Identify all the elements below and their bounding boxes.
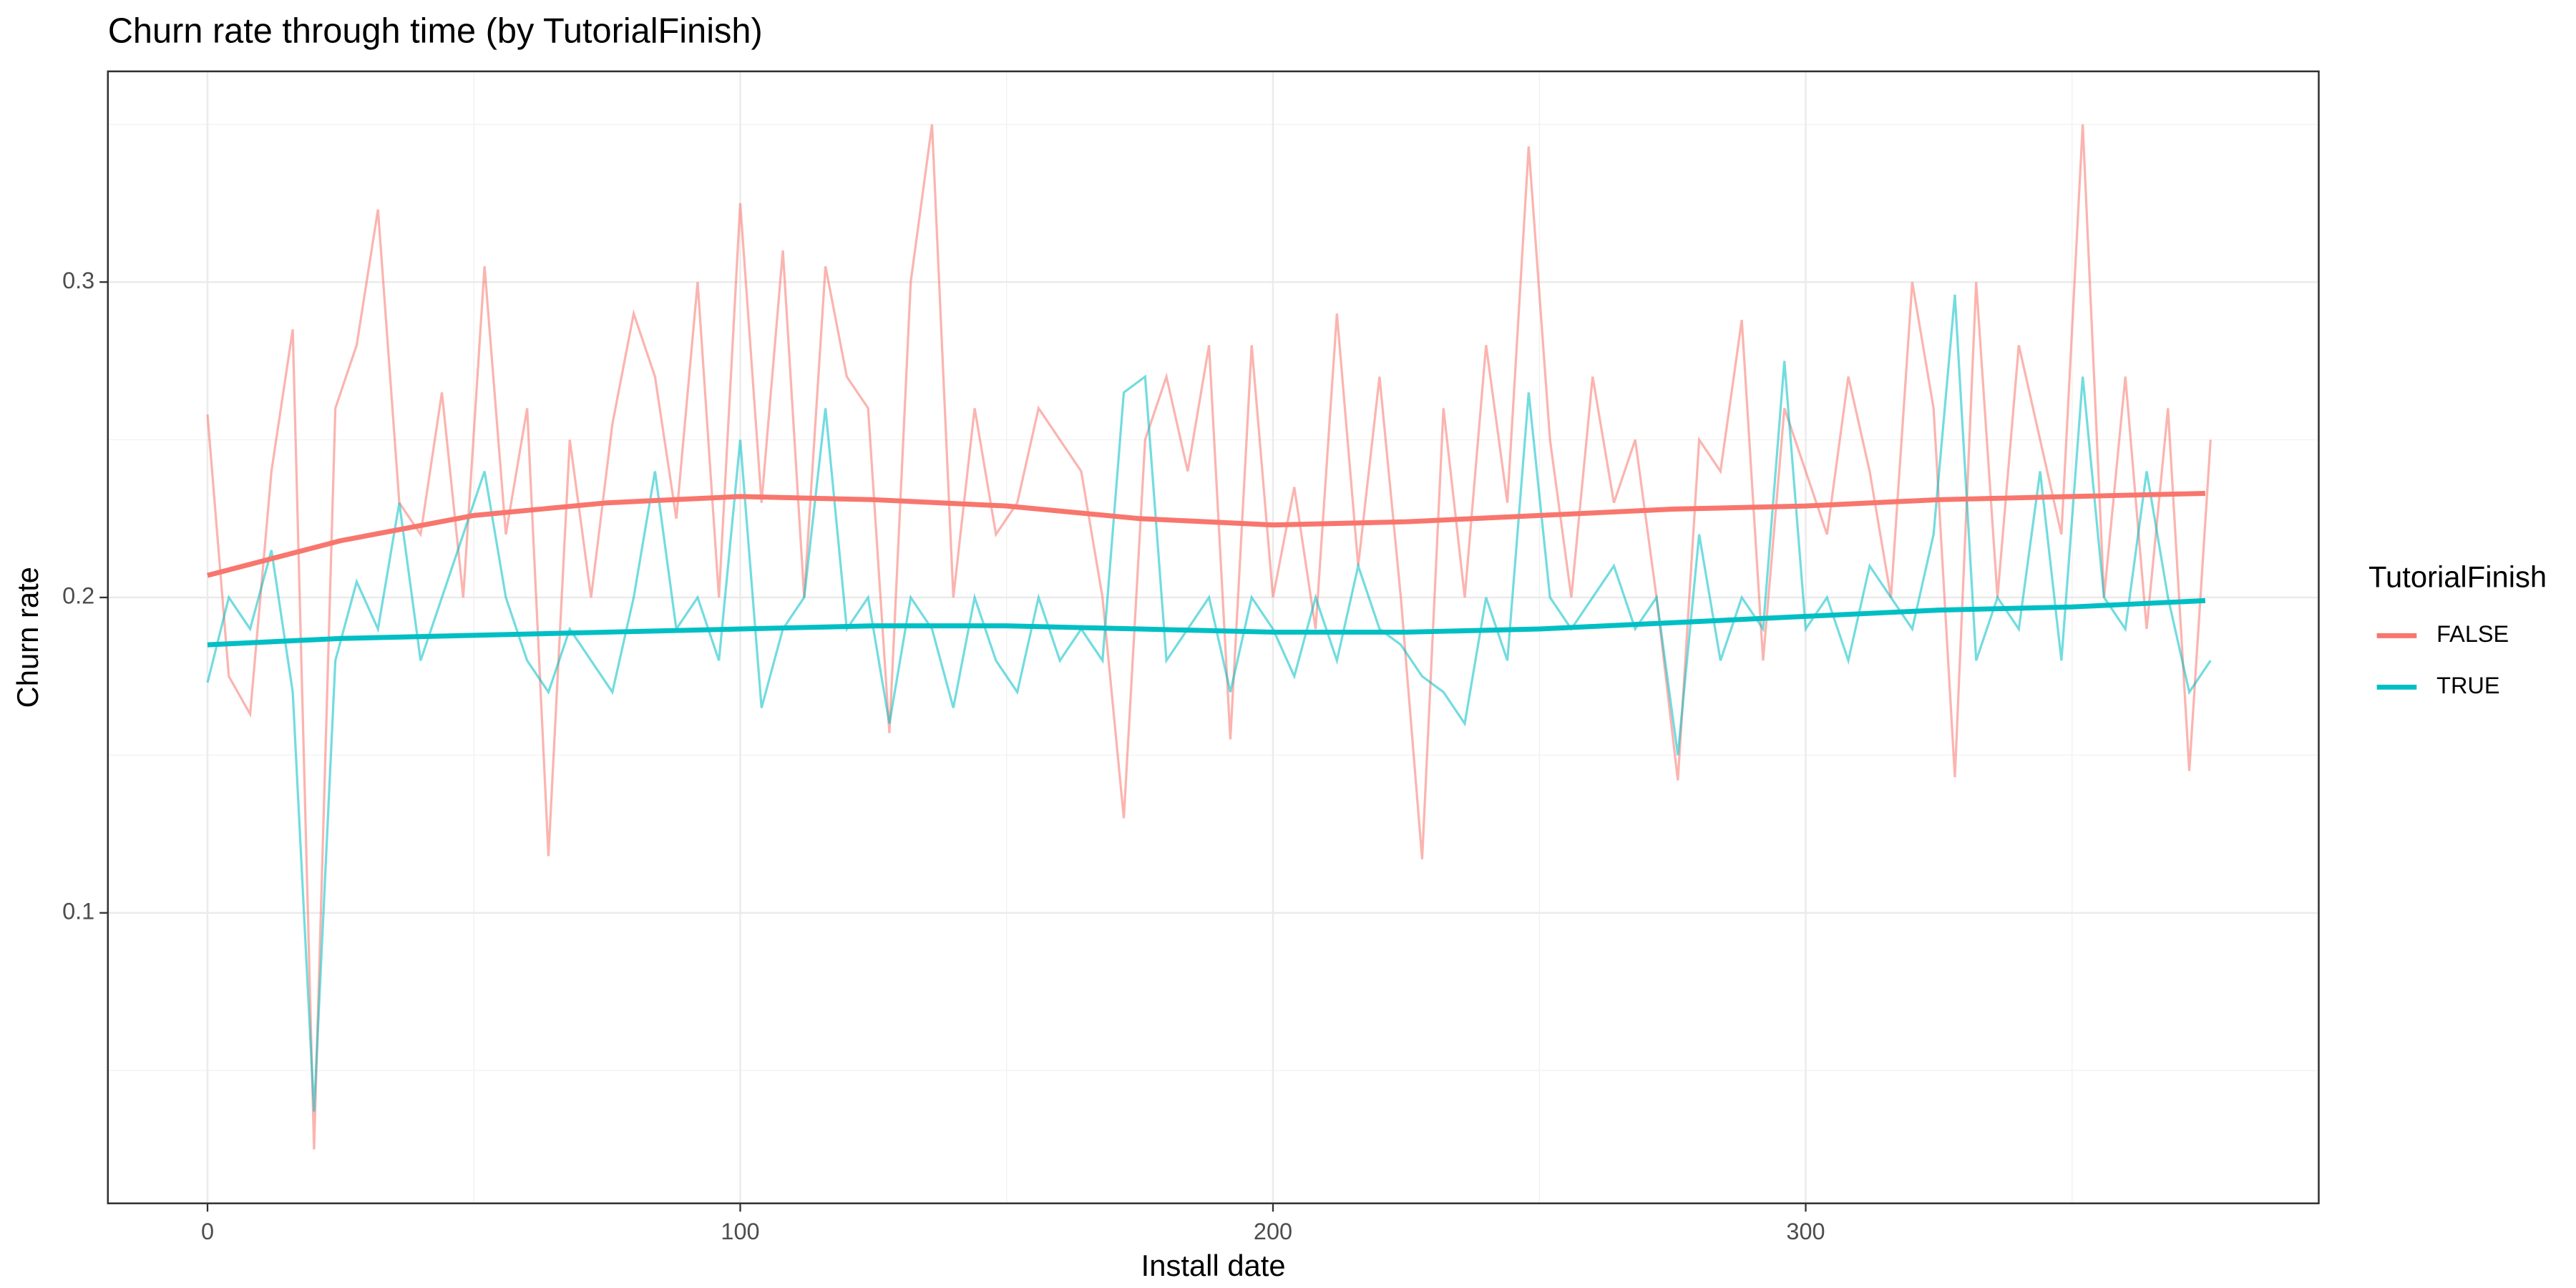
raw-line: [206, 294, 2212, 1112]
y-tick-label: 0.1: [62, 898, 94, 924]
x-tick-label: 100: [721, 1219, 759, 1244]
plot-area: [107, 71, 2319, 1204]
legend-label: TRUE: [2436, 673, 2499, 698]
raw-line: [206, 124, 2212, 1150]
x-axis-title: Install date: [1141, 1249, 1286, 1282]
smooth-line: [207, 597, 2206, 648]
smooth-line: [207, 491, 2205, 578]
x-tick-label: 200: [1254, 1219, 1292, 1244]
x-tick-label: 0: [201, 1219, 214, 1244]
y-tick-label: 0.3: [62, 268, 94, 293]
chart-title: Churn rate through time (by TutorialFini…: [108, 11, 763, 50]
x-tick-label: 300: [1786, 1219, 1825, 1244]
legend-label: FALSE: [2436, 621, 2509, 647]
plot-border: [107, 70, 2320, 1204]
y-tick-label: 0.2: [62, 583, 94, 609]
legend-title: TutorialFinish: [2368, 560, 2547, 594]
y-axis-title: Churn rate: [11, 567, 44, 708]
